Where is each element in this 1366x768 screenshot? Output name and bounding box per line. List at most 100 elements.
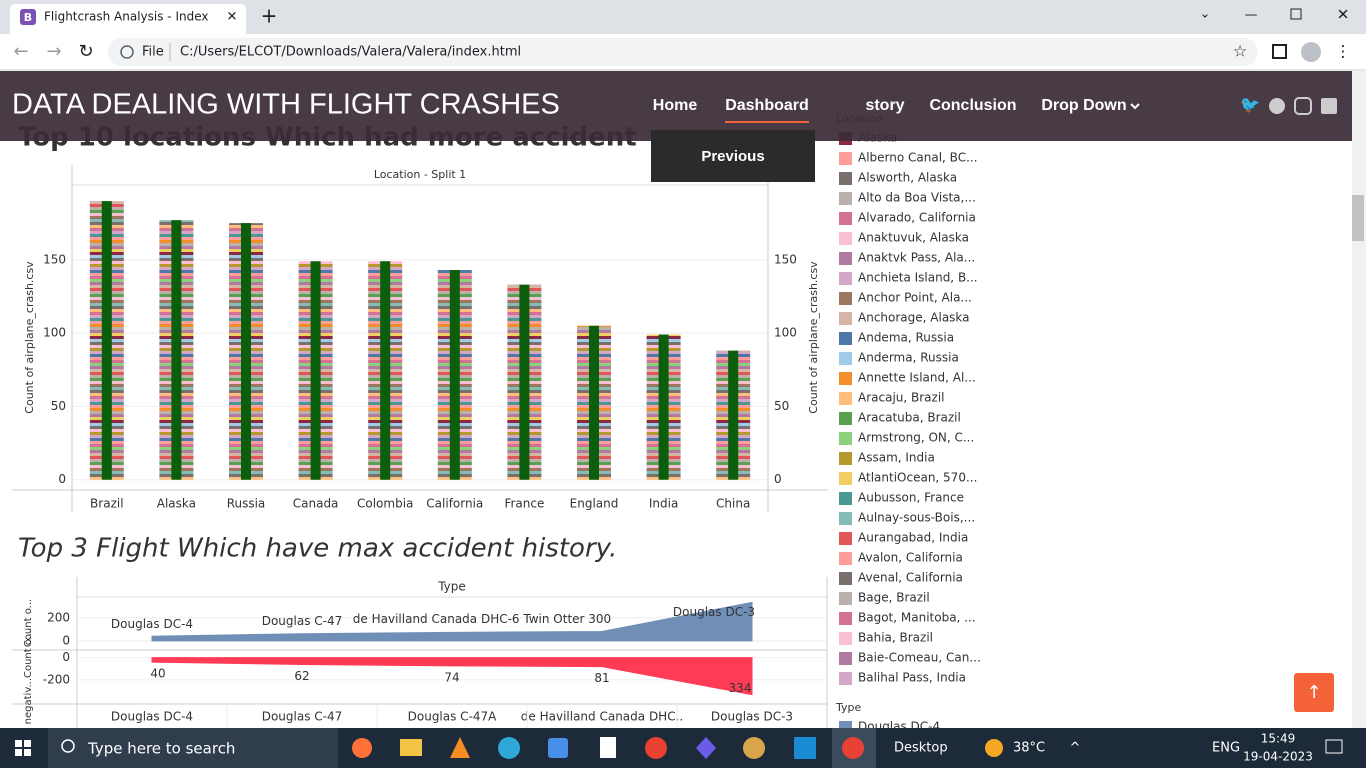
instagram-icon[interactable] bbox=[1294, 97, 1312, 115]
search-box[interactable] bbox=[48, 728, 338, 768]
linkedin-icon[interactable] bbox=[1321, 98, 1337, 114]
previous-button[interactable]: Previous bbox=[701, 148, 764, 165]
legend-label[interactable]: Avalon, California bbox=[858, 551, 963, 565]
edge[interactable] bbox=[498, 737, 520, 759]
chart-header: Type bbox=[437, 580, 466, 594]
tab[interactable] bbox=[10, 4, 246, 34]
notepad[interactable] bbox=[600, 737, 616, 758]
nav-link[interactable]: Home bbox=[653, 97, 698, 114]
legend-label[interactable]: Bage, Brazil bbox=[858, 591, 930, 605]
reload[interactable]: ↻ bbox=[78, 41, 93, 62]
value-label: 40 bbox=[150, 667, 165, 681]
legend-label[interactable]: Anaktvk Pass, Ala... bbox=[858, 251, 975, 265]
legend-label[interactable]: Avenal, California bbox=[858, 571, 963, 585]
legend-label[interactable]: Annette Island, Al... bbox=[858, 371, 976, 385]
legend-label[interactable]: Alto da Boa Vista,... bbox=[858, 191, 976, 205]
legend-label[interactable]: Aulnay-sous-Bois,... bbox=[858, 511, 975, 525]
legend-label[interactable]: Anaktuvuk, Alaska bbox=[858, 231, 969, 245]
restore[interactable] bbox=[1290, 8, 1302, 20]
nav-link[interactable]: Dashboard bbox=[725, 97, 809, 114]
vlc[interactable] bbox=[450, 737, 470, 758]
back[interactable]: ← bbox=[13, 41, 28, 62]
legend-swatch bbox=[839, 152, 852, 165]
store[interactable] bbox=[548, 738, 568, 758]
legend-label[interactable]: Anchorage, Alaska bbox=[858, 311, 970, 325]
y-tick-label: 100 bbox=[43, 326, 66, 340]
legend-label[interactable]: Aurangabad, India bbox=[858, 531, 968, 545]
vscode[interactable] bbox=[794, 737, 816, 759]
side-panel[interactable] bbox=[1272, 44, 1287, 59]
legend-label[interactable]: Alberno Canal, BC... bbox=[858, 151, 978, 165]
desktop[interactable]: Desktop bbox=[894, 741, 948, 756]
nav-link[interactable]: story bbox=[865, 97, 904, 114]
start-q1[interactable] bbox=[15, 740, 22, 747]
notifications[interactable] bbox=[1325, 739, 1343, 754]
y-tick-label: 150 bbox=[43, 252, 66, 266]
tab-search[interactable]: ⌄ bbox=[1200, 7, 1211, 22]
legend-label[interactable]: Baie-Comeau, Can... bbox=[858, 651, 981, 665]
bar bbox=[449, 270, 460, 480]
taskbar: Type here to search Desktop 38°C ^ ENG 1… bbox=[0, 728, 1366, 768]
scroll-top-button[interactable] bbox=[1294, 673, 1334, 712]
legend-label[interactable]: Anderma, Russia bbox=[858, 351, 959, 365]
app[interactable] bbox=[696, 737, 716, 759]
legend: LocationAlaskaAlberno Canal, BC...Alswor… bbox=[835, 112, 981, 734]
legend-label[interactable]: Alvarado, California bbox=[858, 211, 976, 225]
previous-button-bg[interactable] bbox=[651, 130, 815, 182]
scrollbar-thumb[interactable] bbox=[1352, 195, 1364, 241]
brand[interactable]: DATA DEALING WITH FLIGHT CRASHES bbox=[12, 89, 560, 121]
profile[interactable] bbox=[1301, 42, 1321, 62]
legend-label[interactable]: Andema, Russia bbox=[858, 331, 954, 345]
legend-label[interactable]: Anchor Point, Ala... bbox=[858, 291, 972, 305]
x-tick-label: Canada bbox=[293, 497, 339, 511]
legend-label[interactable]: Anchieta Island, B... bbox=[858, 271, 978, 285]
menu[interactable]: ⋮ bbox=[1335, 42, 1351, 61]
navbar-bg bbox=[0, 71, 1352, 141]
bar bbox=[589, 325, 599, 480]
legend-label[interactable]: AtlantiOcean, 570... bbox=[858, 471, 977, 485]
start-q2[interactable] bbox=[24, 740, 31, 747]
nav-link[interactable]: Conclusion bbox=[929, 97, 1016, 114]
info-icon[interactable] bbox=[120, 45, 134, 59]
bookmark[interactable]: ☆ bbox=[1233, 42, 1247, 61]
legend-swatch bbox=[839, 312, 852, 325]
legend-label[interactable]: Bagot, Manitoba, ... bbox=[858, 611, 976, 625]
legend-label[interactable]: Alsworth, Alaska bbox=[858, 171, 957, 185]
legend-label[interactable]: Bahia, Brazil bbox=[858, 631, 933, 645]
new-tab[interactable]: + bbox=[261, 4, 278, 28]
date[interactable]: 19-04-2023 bbox=[1243, 750, 1313, 764]
legend-label[interactable]: Assam, India bbox=[858, 451, 935, 465]
legend-swatch bbox=[839, 472, 852, 485]
paint[interactable] bbox=[743, 737, 765, 759]
chrome-2[interactable] bbox=[842, 737, 864, 759]
forward[interactable]: → bbox=[46, 41, 61, 62]
legend-label[interactable]: Aracaju, Brazil bbox=[858, 391, 945, 405]
y2-tick-label: 50 bbox=[774, 399, 789, 413]
clock[interactable]: 15:49 bbox=[1261, 732, 1296, 746]
start-q3[interactable] bbox=[15, 749, 22, 756]
omnibox[interactable] bbox=[108, 38, 1258, 66]
tab-close[interactable]: ✕ bbox=[227, 10, 238, 25]
legend-swatch bbox=[839, 552, 852, 565]
chrome-1[interactable] bbox=[645, 737, 667, 759]
language[interactable]: ENG bbox=[1212, 741, 1240, 756]
close-window[interactable]: ✕ bbox=[1337, 6, 1350, 24]
firefox[interactable] bbox=[352, 738, 372, 758]
legend-label[interactable]: Aracatuba, Brazil bbox=[858, 411, 961, 425]
facebook-icon[interactable] bbox=[1269, 98, 1285, 114]
weather[interactable]: 38°C bbox=[1013, 741, 1045, 756]
tray-chevron[interactable]: ^ bbox=[1070, 741, 1081, 756]
legend-label[interactable]: Balihal Pass, India bbox=[858, 671, 966, 685]
legend-label[interactable]: Armstrong, ON, C... bbox=[858, 431, 974, 445]
y-tick-label: 200 bbox=[47, 610, 70, 624]
legend-swatch bbox=[839, 532, 852, 545]
legend-label[interactable]: Aubusson, France bbox=[858, 491, 964, 505]
legend-swatch bbox=[839, 572, 852, 585]
twitter-icon[interactable]: 🐦 bbox=[1240, 97, 1260, 114]
minimize[interactable]: — bbox=[1245, 8, 1258, 23]
start-q4[interactable] bbox=[24, 749, 31, 756]
nav-link[interactable]: Drop Down bbox=[1041, 97, 1126, 114]
search-icon bbox=[61, 739, 75, 753]
point-label: Douglas DC-4 bbox=[111, 617, 193, 631]
explorer[interactable] bbox=[400, 739, 422, 756]
